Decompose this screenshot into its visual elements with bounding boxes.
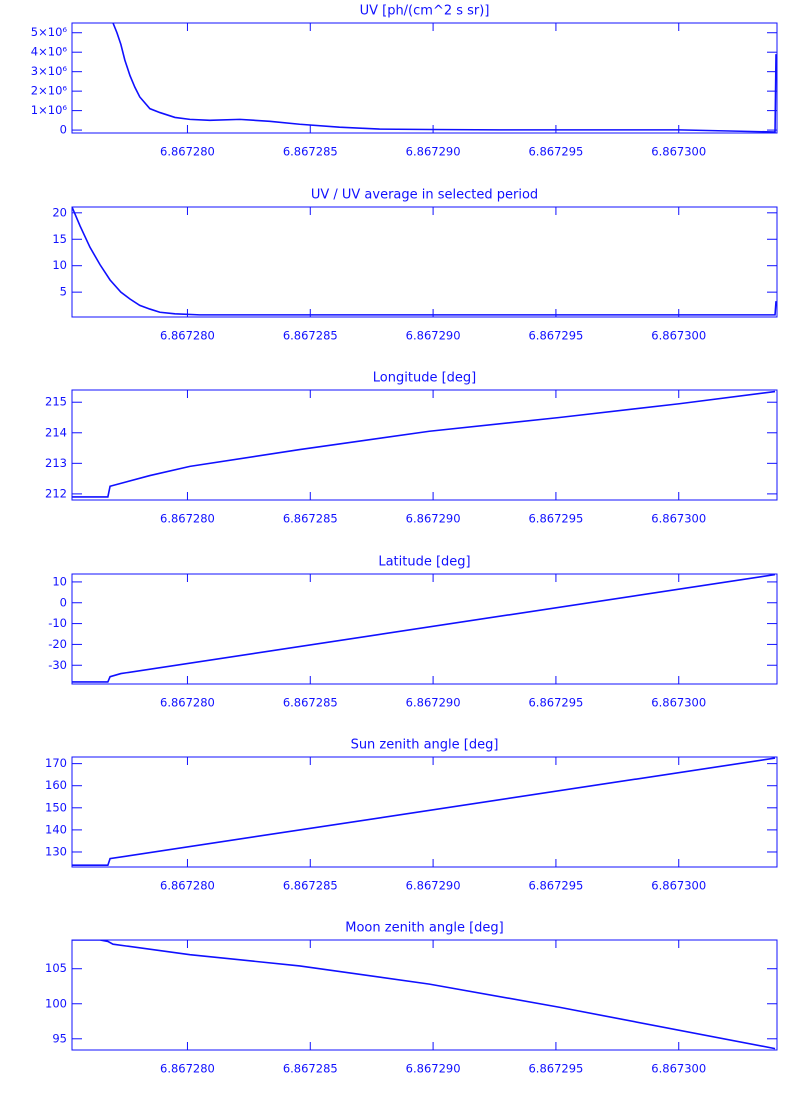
y-tick-label: -20	[48, 637, 67, 651]
data-line	[72, 390, 776, 498]
x-tick-label: 6.867280	[160, 879, 215, 893]
x-tick-label: 6.867295	[528, 879, 583, 893]
y-tick-label: 3×10⁶	[31, 64, 68, 78]
y-tick-label: 160	[45, 778, 67, 792]
chart-title: Moon zenith angle [deg]	[345, 921, 503, 936]
x-tick-label: 6.867300	[651, 879, 706, 893]
x-tick-label: 6.867285	[283, 1062, 338, 1076]
y-tick-label: 150	[45, 800, 67, 814]
x-tick-label: 6.867285	[283, 696, 338, 710]
x-tick-label: 6.867295	[528, 696, 583, 710]
x-tick-label: 6.867295	[528, 329, 583, 343]
x-tick-label: 6.867280	[160, 696, 215, 710]
panel: Sun zenith angle [deg] 130 140 150 160 170 6.8…	[45, 738, 778, 893]
x-tick-label: 6.867285	[283, 512, 338, 526]
y-tick-label: 15	[52, 232, 67, 246]
x-tick-label: 6.867290	[406, 512, 461, 526]
panel: UV [ph/(cm^2 s sr)] 0 1×10⁶ 2×10⁶ 3×10⁶ 4×10⁶…	[31, 4, 778, 159]
y-tick-label: 170	[45, 756, 67, 770]
plot-frame	[71, 22, 778, 134]
y-tick-label: 140	[45, 822, 67, 836]
data-line	[72, 940, 776, 1050]
x-tick-label: 6.867285	[283, 879, 338, 893]
panel: Latitude [deg] -30 -20 -10 0 10 6.867280 6.8672…	[48, 555, 778, 710]
x-tick-label: 6.867295	[528, 512, 583, 526]
x-tick-label: 6.867290	[406, 329, 461, 343]
x-tick-label: 6.867280	[160, 1062, 215, 1076]
data-line	[72, 757, 776, 867]
y-tick-label: 215	[45, 395, 67, 409]
x-tick-label: 6.867280	[160, 512, 215, 526]
data-line	[112, 23, 777, 133]
y-tick-label: 0	[60, 123, 67, 137]
y-tick-label: 10	[52, 258, 67, 272]
y-tick-label: 10	[52, 574, 67, 588]
y-tick-label: 214	[45, 425, 67, 439]
y-tick-label: -30	[48, 658, 67, 672]
chart-title: Latitude [deg]	[378, 555, 470, 570]
y-tick-label: 105	[45, 961, 67, 975]
x-tick-label: 6.867280	[160, 145, 215, 159]
x-tick-label: 6.867300	[651, 1062, 706, 1076]
x-tick-label: 6.867290	[406, 879, 461, 893]
chart-title: Longitude [deg]	[373, 371, 476, 386]
data-line	[72, 574, 776, 683]
x-tick-label: 6.867285	[283, 145, 338, 159]
x-tick-label: 6.867280	[160, 329, 215, 343]
plot-frame	[71, 573, 778, 685]
panel: Longitude [deg] 212 213 214 215 6.867280 6.867…	[45, 371, 778, 526]
y-tick-label: 212	[45, 486, 67, 500]
plot-frame	[71, 206, 778, 318]
y-tick-label: 20	[52, 205, 67, 219]
chart-title: Sun zenith angle [deg]	[351, 738, 499, 753]
x-tick-label: 6.867290	[406, 1062, 461, 1076]
x-tick-label: 6.867300	[651, 696, 706, 710]
y-tick-label: 213	[45, 456, 67, 470]
panel: Moon zenith angle [deg] 95 100 105 6.867280 6…	[45, 921, 778, 1076]
plot-frame	[71, 939, 778, 1051]
x-tick-label: 6.867285	[283, 329, 338, 343]
chart-title: UV / UV average in selected period	[311, 188, 538, 203]
y-tick-label: 130	[45, 844, 67, 858]
y-tick-label: 2×10⁶	[31, 84, 68, 98]
y-tick-label: 1×10⁶	[31, 103, 68, 117]
x-tick-label: 6.867300	[651, 329, 706, 343]
y-tick-label: 0	[60, 595, 67, 609]
y-tick-label: 4×10⁶	[31, 45, 68, 59]
y-tick-label: -10	[48, 616, 67, 630]
x-tick-label: 6.867295	[528, 1062, 583, 1076]
x-tick-label: 6.867295	[528, 145, 583, 159]
x-tick-label: 6.867290	[406, 696, 461, 710]
x-tick-label: 6.867300	[651, 145, 706, 159]
y-tick-label: 100	[45, 996, 67, 1010]
chart-title: UV [ph/(cm^2 s sr)]	[360, 4, 490, 19]
y-tick-label: 95	[52, 1031, 67, 1045]
plot-frame	[71, 389, 778, 501]
y-tick-label: 5	[60, 285, 67, 299]
x-tick-label: 6.867290	[406, 145, 461, 159]
y-tick-label: 5×10⁶	[31, 25, 68, 39]
plot-frame	[71, 756, 778, 868]
data-line	[72, 207, 777, 316]
x-tick-label: 6.867300	[651, 512, 706, 526]
panel: UV / UV average in selected period 5 10 15 2…	[52, 188, 778, 343]
